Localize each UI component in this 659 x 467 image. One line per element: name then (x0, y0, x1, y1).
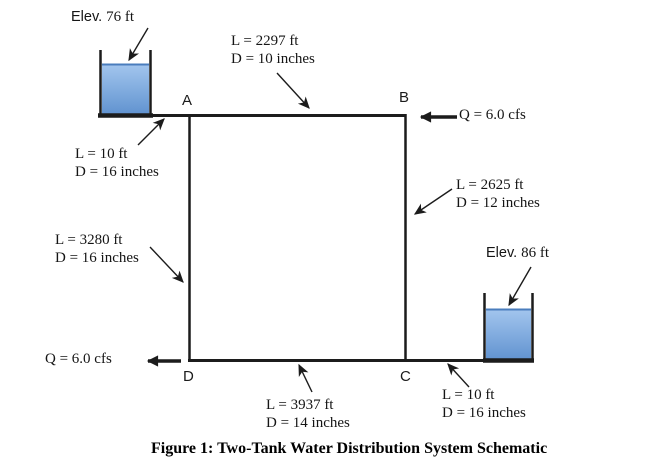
tank-left-elev-prefix: Elev. (71, 9, 103, 25)
node-label-c: C (400, 368, 411, 385)
pipe-dc-length: L = 3937 ft (266, 397, 334, 413)
node-label-a: A (182, 92, 193, 109)
node-label-b: B (399, 89, 410, 106)
flow-arrows (146, 111, 457, 367)
pipe-dc-label: L = 3937 ft D = 14 inches (266, 396, 350, 432)
elev-left-arrow (128, 27, 149, 62)
pipe-ad-diameter: D = 16 inches (55, 250, 139, 266)
pipe-ab-arrow (276, 72, 310, 109)
pipe-ad-length: L = 3280 ft (55, 232, 123, 248)
tank-left (98, 50, 153, 118)
tank-right (483, 293, 534, 363)
pipe-tank-left-arrow (137, 118, 165, 146)
tank-right-elev-value: 86 ft (521, 245, 550, 261)
tank-left-elevation-label: Elev. 76 ft (71, 8, 134, 26)
pipe-ab-length: L = 2297 ft (231, 33, 299, 49)
pipe-tank-right-length: L = 10 ft (442, 387, 495, 403)
pipe-bc-label: L = 2625 ft D = 12 inches (456, 176, 540, 212)
tank-left-water (102, 64, 149, 114)
pipe-network (99, 114, 534, 362)
pipe-bc-arrow (413, 188, 453, 215)
pipe-ad-arrow (149, 246, 184, 283)
inflow-label-b: Q = 6.0 cfs (459, 107, 526, 123)
tank-right-water (486, 309, 531, 360)
pipe-ab-label: L = 2297 ft D = 10 inches (231, 32, 315, 68)
tank-right-elevation-label: Elev. 86 ft (486, 244, 549, 262)
pipe-tank-right-arrow (447, 363, 470, 388)
outflow-label-d: Q = 6.0 cfs (45, 351, 112, 367)
node-label-d: D (183, 368, 194, 385)
pipe-dc-diameter: D = 14 inches (266, 415, 350, 431)
tank-right-elev-prefix: Elev. (486, 245, 518, 261)
pipe-tank-right-diameter: D = 16 inches (442, 405, 526, 421)
pipe-ad-label: L = 3280 ft D = 16 inches (55, 231, 139, 267)
pipe-ab-diameter: D = 10 inches (231, 51, 315, 67)
pipe-dc-arrow (298, 363, 313, 393)
pipe-tank-left-length: L = 10 ft (75, 146, 128, 162)
pipe-tank-left-diameter: D = 16 inches (75, 164, 159, 180)
elev-right-arrow (508, 266, 532, 307)
pipe-bc-length: L = 2625 ft (456, 177, 524, 193)
annotation-arrows (128, 27, 532, 393)
tank-left-elev-value: 76 ft (106, 9, 135, 25)
pipe-bc-diameter: D = 12 inches (456, 195, 540, 211)
pipe-tank-right-label: L = 10 ft D = 16 inches (442, 386, 526, 422)
figure-caption: Figure 1: Two-Tank Water Distribution Sy… (151, 440, 548, 457)
pipe-tank-left-label: L = 10 ft D = 16 inches (75, 145, 159, 181)
